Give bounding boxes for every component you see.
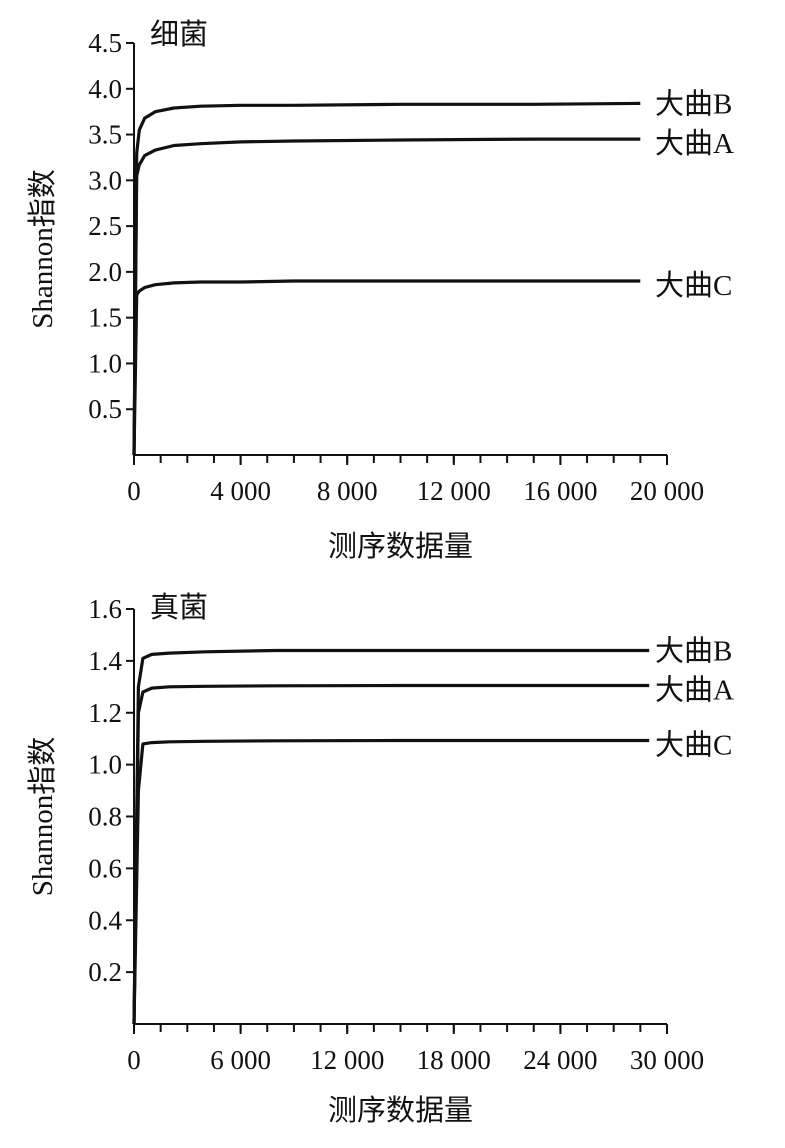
y-tick-label: 0.5 <box>88 394 122 424</box>
y-axis-title: Shannon指数 <box>26 169 59 329</box>
y-tick-label: 0.8 <box>88 802 122 832</box>
y-tick-label: 1.2 <box>88 698 122 728</box>
series-line <box>132 683 650 1025</box>
x-tick-label: 12 000 <box>417 476 491 506</box>
x-tick-label: 12 000 <box>310 1045 384 1075</box>
series-label: 大曲C <box>655 729 732 762</box>
y-tick-label: 4.5 <box>88 28 122 58</box>
x-tick-label: 4 000 <box>210 476 271 506</box>
x-tick-label: 0 <box>127 476 141 506</box>
y-axis-title: Shannon指数 <box>26 737 59 897</box>
y-tick-label: 4.0 <box>88 74 122 104</box>
x-tick-label: 18 000 <box>417 1045 491 1075</box>
y-tick-label: 1.4 <box>88 646 122 676</box>
x-tick-label: 8 000 <box>317 476 378 506</box>
y-tick-label: 1.6 <box>88 594 122 624</box>
y-tick-label: 2.0 <box>88 257 122 287</box>
series-label: 大曲B <box>655 87 732 120</box>
chart-2: 0.2 0.4 0.6 0.8 1.0 1.2 1.4 1.6 0 6 000 12 000 18 0… <box>26 591 734 1127</box>
x-tick-label: 0 <box>127 1045 141 1075</box>
y-tick-label: 1.0 <box>88 348 122 378</box>
series-label: 大曲A <box>655 674 734 707</box>
x-tick-label: 24 000 <box>523 1045 597 1075</box>
series-line <box>132 648 650 1025</box>
x-tick-label: 16 000 <box>523 476 597 506</box>
series-label: 大曲B <box>655 635 732 668</box>
y-tick-label: 0.2 <box>88 957 122 987</box>
series-line <box>132 137 641 456</box>
y-tick-label: 1.5 <box>88 303 122 333</box>
x-axis-title: 测序数据量 <box>328 1094 473 1127</box>
chart-1: 0.5 1.0 1.5 2.0 2.5 3.0 3.5 4.0 4.5 0 4 000 8 000 12… <box>26 18 734 563</box>
chart-title: 细菌 <box>150 18 208 51</box>
series-line <box>132 738 650 1025</box>
x-tick-label: 20 000 <box>630 476 704 506</box>
y-tick-label: 3.5 <box>88 120 122 150</box>
y-tick-label: 0.6 <box>88 853 122 883</box>
series-line <box>132 101 641 456</box>
x-tick-label: 6 000 <box>210 1045 271 1075</box>
series-line <box>132 279 641 456</box>
series-label: 大曲C <box>655 269 732 302</box>
y-tick-label: 2.5 <box>88 211 122 241</box>
y-tick-label: 0.4 <box>88 905 122 935</box>
series-label: 大曲A <box>655 127 734 160</box>
y-tick-label: 3.0 <box>88 165 122 195</box>
chart-title: 真菌 <box>150 591 208 624</box>
x-tick-label: 30 000 <box>630 1045 704 1075</box>
x-axis-title: 测序数据量 <box>328 530 473 563</box>
y-tick-label: 1.0 <box>88 750 122 780</box>
